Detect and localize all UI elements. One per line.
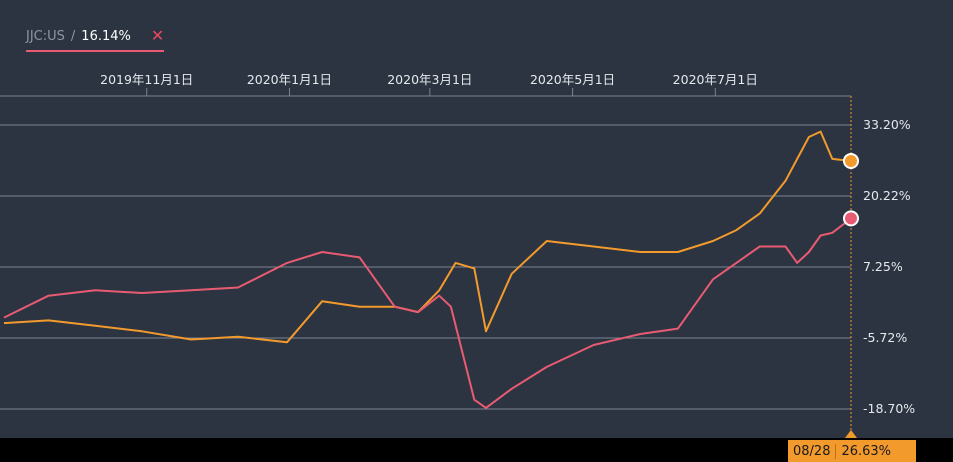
series-line-1	[3, 217, 852, 409]
series-end-marker-0	[843, 152, 859, 169]
series-line-0	[3, 130, 852, 344]
y-tick-label: 7.25%	[863, 259, 903, 274]
y-tick-label: -5.72%	[863, 330, 907, 345]
x-tick-label: 2019年11月1日	[100, 72, 193, 87]
x-tick-label: 2020年7月1日	[673, 72, 758, 87]
crosshair-badge: 08/28 26.63%	[788, 440, 916, 462]
badge-date: 08/28	[788, 443, 837, 459]
x-tick-label: 2020年1月1日	[247, 72, 332, 87]
legend-chip[interactable]: JJC:US / 16.14% ✕	[26, 26, 165, 52]
badge-value: 26.63%	[841, 443, 892, 459]
y-tick-label: -18.70%	[863, 401, 915, 416]
x-axis: 2019年11月1日 2020年1月1日 2020年3月1日 2020年5月1日 202…	[100, 72, 758, 96]
crosshair-pointer-icon	[845, 430, 857, 438]
x-tick-label: 2020年3月1日	[387, 72, 472, 87]
y-tick-label: 33.20%	[863, 117, 911, 132]
series-lines	[3, 130, 852, 409]
y-tick-label: 20.22%	[863, 188, 911, 203]
y-axis: 33.20% 20.22% 7.25% -5.72% -18.70%	[863, 117, 915, 416]
close-icon[interactable]: ✕	[150, 26, 165, 45]
x-tick-label: 2020年5月1日	[530, 72, 615, 87]
legend-value: 16.14%	[81, 28, 131, 44]
grid-lines	[0, 95, 851, 410]
series-end-marker-1	[843, 210, 859, 227]
legend-ticker: JJC:US	[26, 28, 65, 44]
legend-separator: /	[70, 28, 76, 44]
end-markers	[843, 152, 859, 227]
